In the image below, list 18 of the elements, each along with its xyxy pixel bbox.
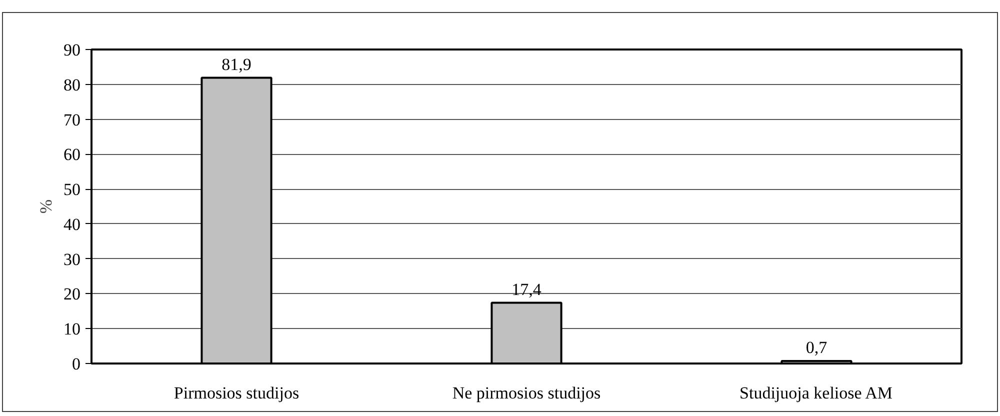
y-tick-label: 10 (64, 320, 80, 339)
bar (490, 302, 562, 364)
bar (200, 76, 272, 364)
x-tick-label: Studijuoja keliose AM (740, 384, 893, 402)
x-tick-label: Ne pirmosios studijos (452, 384, 601, 402)
data-label: 0,7 (806, 338, 828, 358)
y-tick-label: 60 (64, 145, 80, 164)
y-tick-label: 30 (64, 250, 80, 269)
y-axis-title: % (36, 199, 56, 214)
y-tick-label: 0 (72, 354, 80, 374)
x-tick-label: Pirmosios studijos (174, 384, 300, 402)
y-tick-label: 50 (64, 180, 80, 200)
y-tick-label: 80 (64, 75, 80, 94)
data-label: 81,9 (222, 54, 252, 74)
y-tick-label: 20 (64, 284, 80, 304)
y-tick-label: 70 (64, 110, 80, 130)
y-tick-label: 90 (64, 40, 80, 60)
y-tick-label: 40 (64, 214, 80, 234)
